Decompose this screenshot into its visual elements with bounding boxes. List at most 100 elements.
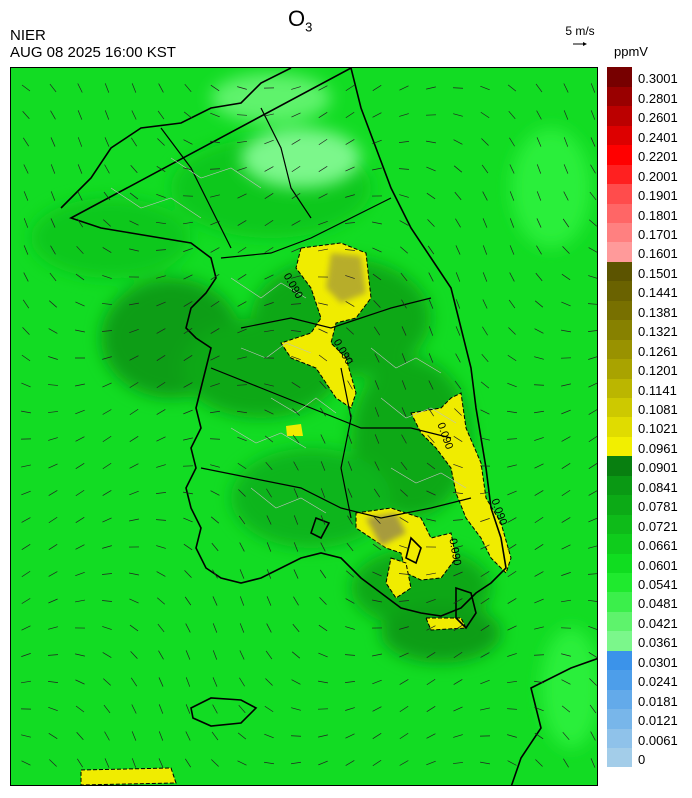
wind-vector <box>561 599 571 603</box>
wind-vector <box>103 219 111 227</box>
wind-vector <box>588 462 597 470</box>
wind-vector <box>183 111 193 119</box>
legend-label: 0.1141 <box>638 382 677 398</box>
wind-vector <box>534 490 544 496</box>
wind-vector <box>290 330 302 332</box>
wind-vector <box>77 191 83 201</box>
wind-vector <box>480 625 490 631</box>
wind-vector <box>318 166 328 172</box>
legend-label: 0.1701 <box>638 227 678 242</box>
legend-swatch <box>607 222 632 243</box>
wind-vector <box>183 437 193 441</box>
wind-vector <box>239 596 245 606</box>
wind-vector <box>453 463 463 469</box>
wind-vector <box>508 299 516 309</box>
legend-label: 0.2201 <box>638 149 678 165</box>
wind-vector <box>265 678 273 686</box>
wind-vector <box>237 167 247 171</box>
wind-vector <box>507 598 517 604</box>
wind-vector <box>372 653 382 657</box>
legend-swatch <box>607 105 632 126</box>
wind-vector <box>452 492 464 494</box>
wind-vector <box>237 86 247 90</box>
legend-swatch <box>607 319 632 340</box>
wind-vector <box>264 193 274 199</box>
wind-vector <box>293 569 299 579</box>
wind-vector <box>21 625 31 631</box>
wind-vector <box>131 731 137 741</box>
wind-vector <box>372 85 382 91</box>
wind-vector <box>347 488 353 498</box>
wind-vector <box>480 761 490 765</box>
wind-vector <box>372 759 382 767</box>
wind-vector <box>210 247 220 253</box>
legend-label: 0.0901 <box>638 460 678 476</box>
wind-vector <box>399 194 409 198</box>
wind-vector <box>509 137 515 147</box>
wind-vector <box>372 247 382 253</box>
legend-swatch <box>607 708 632 729</box>
wind-vector <box>50 110 56 120</box>
wind-vector <box>588 517 597 523</box>
wind-vector <box>426 678 436 686</box>
wind-vector <box>212 704 218 714</box>
wind-vector <box>75 599 85 603</box>
wind-vector <box>372 112 382 118</box>
wind-vector <box>104 758 110 768</box>
wind-vector <box>374 407 380 417</box>
legend-label: 0.1261 <box>638 343 678 359</box>
legend-swatch <box>607 494 632 515</box>
wind-vector <box>344 222 356 224</box>
legend-swatch <box>607 650 632 671</box>
wind-vector <box>561 517 571 523</box>
wind-vector <box>156 328 166 334</box>
wind-vector <box>347 380 353 390</box>
wind-vector <box>480 652 490 658</box>
wind-vector <box>156 571 166 577</box>
wind-vector <box>157 110 165 120</box>
wind-vector <box>183 301 193 307</box>
wind-vector <box>372 706 382 712</box>
wind-vector <box>290 303 302 305</box>
wind-vector <box>211 542 219 552</box>
wind-vector <box>21 382 31 388</box>
wind-vector <box>239 569 245 579</box>
wind-vector <box>426 652 436 658</box>
wind-vector <box>21 570 31 578</box>
legend-swatch <box>607 417 632 437</box>
wind-vector <box>103 678 111 686</box>
wind-vector <box>158 758 164 768</box>
wind-vector <box>399 760 409 766</box>
wind-vector <box>77 164 83 174</box>
wind-vector <box>77 137 83 147</box>
wind-vector <box>345 301 355 307</box>
legend-swatch <box>607 397 632 418</box>
wind-vector <box>129 382 139 388</box>
wind-vector <box>210 140 220 144</box>
wind-vector <box>507 490 517 496</box>
wind-vector <box>21 84 31 92</box>
wind-vector <box>535 272 543 282</box>
wind-vector <box>318 112 328 118</box>
wind-vector <box>428 353 434 363</box>
wind-vector <box>210 112 220 118</box>
wind-vector <box>507 382 517 388</box>
wind-vector <box>75 409 85 415</box>
wind-vector <box>23 272 29 282</box>
wind-vector <box>293 542 299 552</box>
wind-vector <box>589 678 597 686</box>
unit-label: ppmV <box>614 44 648 59</box>
wind-vector <box>426 572 436 576</box>
legend-label: 0.0361 <box>638 635 678 651</box>
wind-vector <box>185 704 191 714</box>
wind-vector <box>239 542 245 552</box>
wind-vector <box>480 518 490 522</box>
wind-vector <box>345 733 355 739</box>
wind-vector <box>293 515 299 525</box>
wind-vector <box>509 218 515 228</box>
wind-vector <box>129 572 139 576</box>
wind-vector <box>48 516 58 524</box>
wind-vector <box>266 623 272 633</box>
legend-label: 0.0421 <box>638 615 678 631</box>
wind-vector <box>291 165 301 173</box>
